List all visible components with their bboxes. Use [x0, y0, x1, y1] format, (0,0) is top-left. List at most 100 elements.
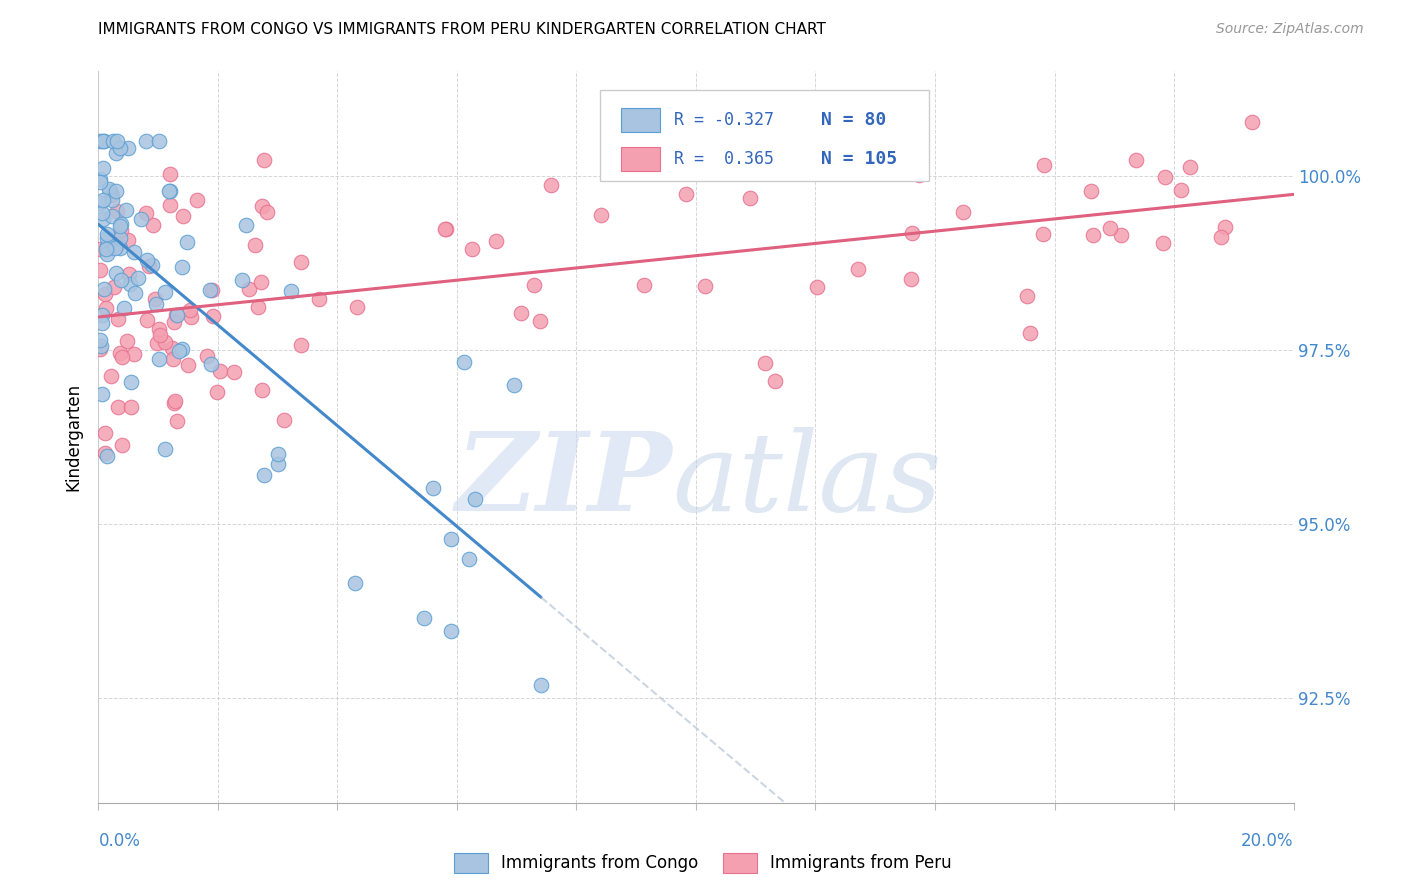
Point [166, 414, 188, 428]
Point [145, 336, 167, 351]
Point [91, 211, 114, 226]
Point [252, 199, 274, 213]
Point [256, 205, 278, 219]
Point [100, 369, 122, 384]
Point [159, 184, 181, 198]
Point [118, 277, 141, 292]
Point [440, 532, 463, 546]
Point [176, 235, 198, 250]
Point [89, 262, 111, 277]
Point [89, 172, 111, 186]
Point [159, 184, 181, 198]
Point [93, 282, 115, 296]
FancyBboxPatch shape [600, 90, 929, 181]
Point [754, 356, 776, 370]
Point [91, 134, 114, 148]
Point [117, 233, 139, 247]
Point [112, 301, 135, 315]
Point [200, 283, 222, 297]
Point [89, 175, 111, 189]
Point [243, 238, 266, 252]
Point [107, 311, 129, 326]
Point [117, 141, 139, 155]
Point [1015, 289, 1038, 303]
Point [177, 358, 200, 372]
Point [1080, 184, 1102, 198]
Point [530, 678, 553, 692]
Point [453, 354, 475, 368]
Point [290, 338, 312, 352]
Point [105, 134, 128, 148]
Text: atlas: atlas [672, 427, 942, 534]
Point [172, 342, 194, 356]
Point [433, 222, 456, 236]
Point [135, 134, 157, 148]
Point [162, 351, 184, 366]
Point [94, 242, 117, 256]
Point [280, 284, 302, 298]
Point [94, 301, 117, 316]
Point [155, 442, 177, 456]
Point [155, 335, 177, 350]
Point [231, 273, 253, 287]
Point [901, 227, 924, 241]
Point [108, 345, 131, 359]
Text: ZIP: ZIP [456, 427, 672, 534]
Point [89, 196, 111, 211]
Point [686, 132, 709, 146]
Text: R =  0.365: R = 0.365 [675, 150, 775, 168]
Point [952, 205, 974, 219]
Point [179, 303, 201, 318]
Point [440, 624, 463, 638]
Point [1125, 153, 1147, 167]
Point [89, 134, 111, 148]
Text: 0.0%: 0.0% [98, 832, 141, 850]
Point [122, 347, 145, 361]
Point [170, 260, 193, 275]
Point [1152, 236, 1174, 251]
Point [253, 468, 276, 483]
Point [250, 383, 273, 397]
Point [165, 308, 187, 322]
Point [96, 231, 118, 245]
Point [205, 384, 228, 399]
Point [633, 277, 655, 292]
Point [464, 491, 486, 506]
Point [110, 223, 132, 237]
Point [167, 344, 190, 359]
Point [145, 292, 167, 306]
Point [763, 374, 786, 388]
Point [129, 211, 152, 226]
Point [135, 205, 157, 219]
Point [510, 305, 533, 319]
Point [124, 285, 146, 300]
Point [103, 279, 125, 293]
Point [141, 258, 163, 272]
Point [485, 234, 508, 248]
Point [222, 365, 245, 379]
Point [695, 279, 717, 293]
Point [107, 236, 129, 251]
Point [907, 151, 929, 165]
Point [522, 278, 544, 293]
Point [111, 438, 134, 452]
Point [96, 238, 118, 252]
Point [104, 266, 127, 280]
Point [907, 168, 929, 182]
Point [94, 446, 117, 460]
Point [101, 209, 124, 223]
Point [110, 231, 132, 245]
Point [253, 153, 276, 167]
Y-axis label: Kindergarten: Kindergarten [65, 383, 83, 491]
Point [122, 244, 145, 259]
Point [96, 247, 118, 261]
Point [96, 227, 118, 241]
Point [148, 134, 170, 148]
Point [846, 261, 869, 276]
Point [1032, 227, 1054, 241]
Point [115, 203, 138, 218]
Point [91, 308, 114, 322]
Point [110, 241, 132, 255]
Point [163, 396, 186, 410]
Point [100, 241, 122, 255]
